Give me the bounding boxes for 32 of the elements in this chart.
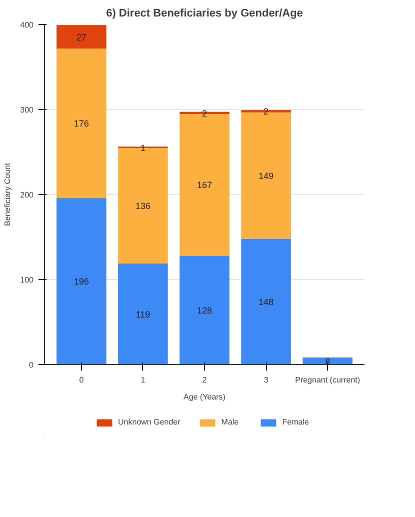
data-label: 148	[258, 297, 274, 308]
x-tick-label: Pregnant (current)	[295, 376, 360, 384]
bar	[56, 48, 106, 198]
x-tick-label: 2	[202, 376, 208, 384]
data-label: 27	[76, 32, 86, 42]
y-tick-label: 300	[20, 106, 34, 114]
data-label: 2	[202, 108, 208, 118]
bar	[241, 238, 291, 364]
data-label: 149	[258, 170, 274, 181]
data-label: 119	[136, 309, 150, 320]
chart-title: 6) Direct Beneficiaries by Gender/Age	[106, 8, 303, 20]
data-label: 176	[74, 118, 89, 129]
bar	[56, 25, 106, 49]
x-tick-label: 3	[264, 376, 269, 384]
bar	[56, 198, 106, 364]
legend-label: Male	[221, 418, 240, 426]
y-tick-label: 0	[29, 360, 34, 370]
data-label: 196	[74, 276, 89, 287]
legend-label: Unknown Gender	[118, 418, 180, 426]
legend-label: Female	[282, 418, 309, 426]
bar	[118, 263, 168, 364]
y-axis-title: Beneficiary Count	[3, 162, 12, 226]
y-tick-label: 400	[20, 20, 34, 30]
bar	[180, 255, 230, 364]
data-label: 167	[196, 180, 212, 190]
data-label: 136	[135, 201, 150, 212]
x-tick-label: 1	[140, 376, 146, 384]
y-tick-label: 100	[20, 276, 34, 284]
y-tick-label: 200	[20, 190, 34, 200]
x-tick-label: 0	[79, 376, 84, 384]
x-axis-title: Age (Years)	[184, 392, 226, 402]
data-label: 128	[196, 306, 212, 316]
